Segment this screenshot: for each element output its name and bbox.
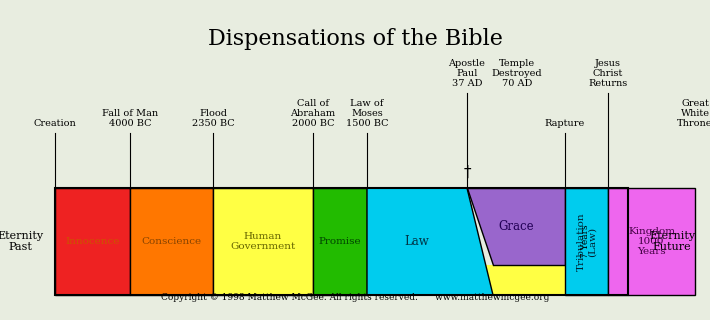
Polygon shape <box>367 188 493 295</box>
Text: Eternity
Past: Eternity Past <box>0 231 43 252</box>
Bar <box>608 188 695 295</box>
Bar <box>313 188 367 295</box>
Text: Rapture: Rapture <box>545 119 585 128</box>
Text: Human
Government: Human Government <box>230 232 295 251</box>
Bar <box>55 188 130 295</box>
Text: Great
White
Throne: Great White Throne <box>677 99 710 128</box>
Bar <box>213 188 313 295</box>
Text: Dispensations of the Bible: Dispensations of the Bible <box>207 28 503 50</box>
Text: 7 Years: 7 Years <box>581 225 591 258</box>
Text: Conscience: Conscience <box>141 237 202 246</box>
Text: Eternity
Future: Eternity Future <box>649 231 695 252</box>
Text: Innocence: Innocence <box>65 237 120 246</box>
Text: Grace: Grace <box>498 220 534 233</box>
Text: Jesus
Christ
Returns: Jesus Christ Returns <box>589 59 628 88</box>
Text: Flood
2350 BC: Flood 2350 BC <box>192 109 234 128</box>
Text: Call of
Abraham
2000 BC: Call of Abraham 2000 BC <box>290 99 336 128</box>
Text: †: † <box>463 165 471 180</box>
Text: Fall of Man
4000 BC: Fall of Man 4000 BC <box>102 109 158 128</box>
Polygon shape <box>467 188 565 265</box>
Text: Kingdom
1000
Years: Kingdom 1000 Years <box>628 227 675 256</box>
Text: Apostle
Paul
37 AD: Apostle Paul 37 AD <box>449 59 486 88</box>
Bar <box>313 265 608 295</box>
Text: Creation: Creation <box>33 119 77 128</box>
Bar <box>130 188 213 295</box>
Bar <box>55 188 628 295</box>
Text: Law: Law <box>405 235 430 248</box>
Bar <box>565 188 608 295</box>
Text: Promise: Promise <box>319 237 361 246</box>
Text: Tribulation
(Law): Tribulation (Law) <box>577 212 596 271</box>
Text: Temple
Destroyed
70 AD: Temple Destroyed 70 AD <box>492 59 542 88</box>
Text: Copyright © 1998 Matthew McGee. All rights reserved.      www.matthewmcgee.org: Copyright © 1998 Matthew McGee. All righ… <box>160 293 550 302</box>
Text: Law of
Moses
1500 BC: Law of Moses 1500 BC <box>346 99 388 128</box>
